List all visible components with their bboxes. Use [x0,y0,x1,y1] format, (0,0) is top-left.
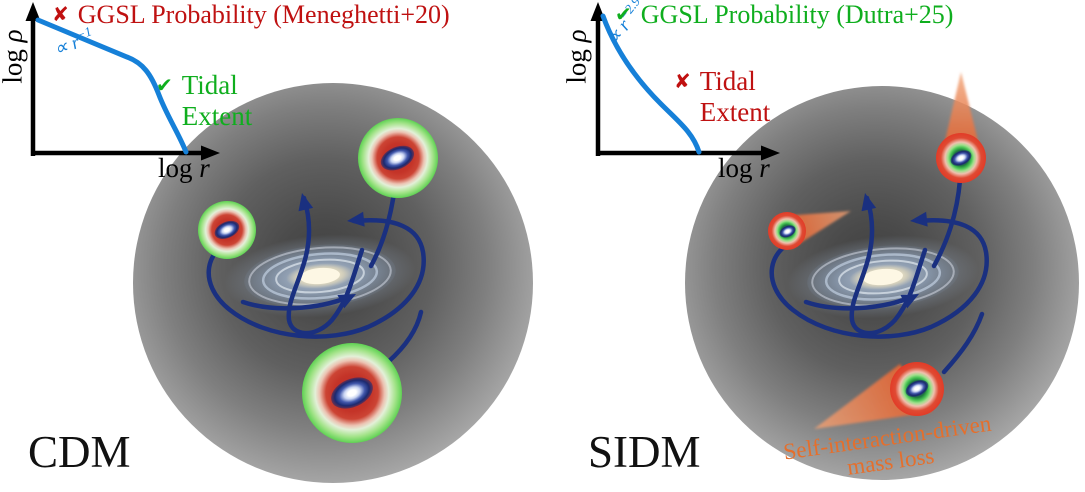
x-axis-arrowhead [761,145,780,161]
subhalo-connector [385,309,424,365]
tidal-row-sidm: ✘ Tidal Extent [674,66,770,128]
panel-label-cdm: CDM [28,427,131,477]
infall-line [931,177,963,269]
panel-label-sidm: SIDM [588,427,701,477]
subhalo-sidm-topright [936,133,986,183]
y-axis-label-sidm: log ρ [561,29,592,84]
ggsl-row-sidm: ✔ GGSL Probability (Dutra+25) [615,1,953,29]
cross-icon: ✘ [674,69,691,93]
ggsl-label: GGSL Probability (Dutra+25) [640,0,954,29]
x-axis-label-cdm: log r [158,153,210,183]
cross-icon: ✘ [52,2,69,26]
orbit-ellipse-arrow [769,217,989,339]
subhalo-sidm-left [768,212,806,250]
subhalo-cdm-topright [358,118,438,198]
density-curve [600,13,702,155]
y-axis-label-cdm: log ρ [0,29,28,84]
tidal-label: Tidal Extent [699,66,771,127]
x-axis-label-sidm: log r [718,153,770,183]
orbit-front-arc-arrow [240,294,352,311]
orbit-ellipse-arrow [206,217,426,339]
x-axis-arrowhead [201,145,220,161]
tidal-row-cdm: ✔ Tidal Extent [156,70,252,132]
inset-plot-cdm [25,2,220,161]
tidal-label: Tidal Extent [181,70,253,131]
orbit-arrows-sidm [769,177,989,375]
ggsl-label: GGSL Probability (Meneghetti+20) [77,0,450,29]
inset-plot-sidm [590,2,780,161]
ggsl-row-cdm: ✘ GGSL Probability (Meneghetti+20) [52,1,450,29]
density-curve [35,17,189,155]
check-icon: ✔ [156,73,173,97]
orbit-front-arc-arrow [803,294,915,311]
y-axis-arrowhead [25,2,41,21]
subhalo-cdm-bottom [302,343,402,443]
check-icon: ✔ [615,2,632,26]
subhalo-cdm-left [198,201,256,259]
subhalo-sidm-bottom [890,362,944,416]
subhalo-connector [941,311,985,375]
